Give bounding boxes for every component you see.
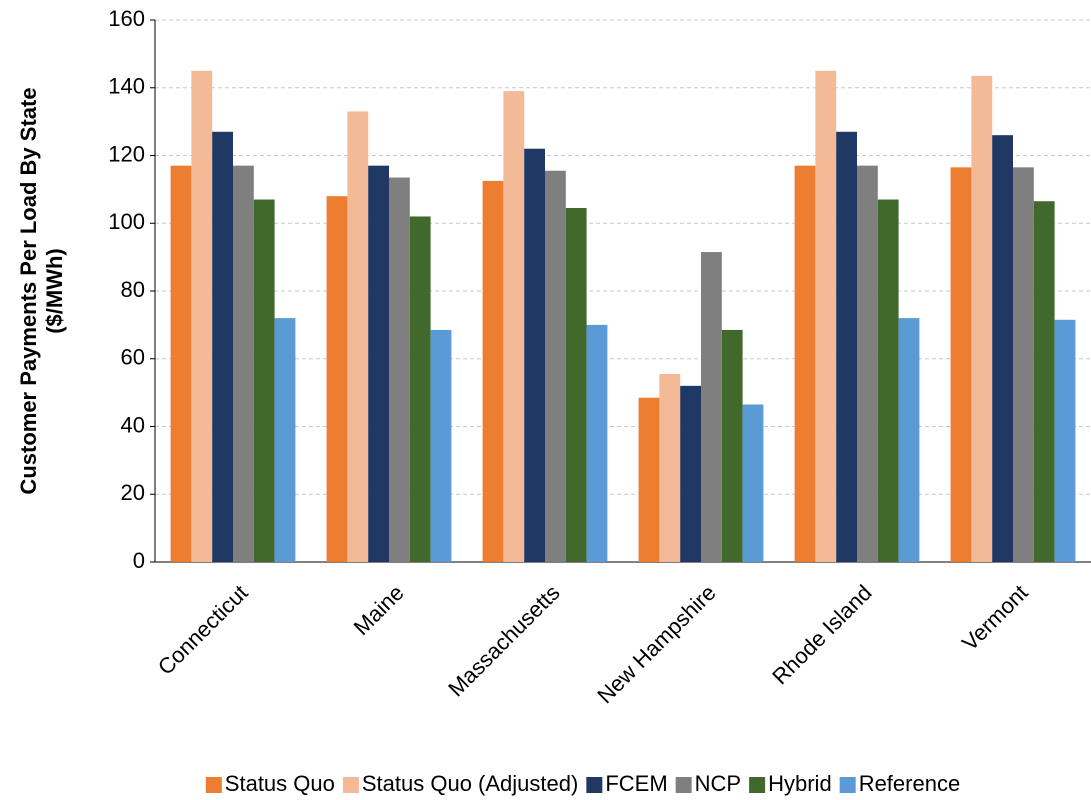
bar <box>794 165 816 562</box>
bar <box>545 170 566 562</box>
bar <box>950 167 972 562</box>
y-tick-label: 20 <box>121 480 145 505</box>
bar <box>1054 319 1076 562</box>
legend-label: NCP <box>695 771 741 796</box>
bar <box>347 111 369 563</box>
y-axis-title-line: ($/MWh) <box>42 248 67 334</box>
bar <box>170 165 192 562</box>
bar <box>212 131 233 562</box>
legend-label: Status Quo (Adjusted) <box>362 771 578 796</box>
bar <box>565 208 587 562</box>
legend-label: FCEM <box>605 771 667 796</box>
bar <box>233 165 254 562</box>
legend-swatch <box>675 777 692 793</box>
bar <box>274 318 296 562</box>
bar <box>659 373 681 562</box>
x-tick-label: Connecticut <box>153 580 253 680</box>
y-tick-label: 0 <box>133 548 145 573</box>
y-tick-label: 160 <box>108 6 145 31</box>
bar <box>389 177 410 563</box>
bar <box>191 70 213 562</box>
bar <box>742 404 764 562</box>
bar <box>877 199 899 562</box>
bar <box>1033 201 1055 562</box>
x-tick-label: Vermont <box>957 580 1033 656</box>
bar <box>680 385 701 562</box>
bar <box>524 148 545 562</box>
y-tick-label: 140 <box>108 74 145 99</box>
bar <box>482 180 504 562</box>
legend-label: Reference <box>859 771 961 796</box>
legend-swatch <box>342 777 359 793</box>
legend-swatch <box>749 777 766 793</box>
bar <box>430 329 452 562</box>
y-tick-label: 100 <box>108 209 145 234</box>
x-tick-label: Rhode Island <box>767 580 876 689</box>
bar <box>253 199 275 562</box>
bar <box>409 216 431 562</box>
y-axis-title-line: Customer Payments Per Load By State <box>16 87 41 494</box>
bar <box>971 75 993 563</box>
bar <box>898 318 920 562</box>
bar <box>836 131 857 562</box>
bar <box>586 324 608 562</box>
y-axis-title: Customer Payments Per Load By State ($/M… <box>16 87 67 494</box>
bar <box>857 165 878 562</box>
bar <box>701 252 722 562</box>
bar <box>368 165 389 562</box>
legend-swatch <box>839 777 856 793</box>
y-tick-label: 60 <box>121 345 145 370</box>
x-tick-label: New Hampshire <box>592 580 720 708</box>
legend-label: Status Quo <box>225 771 335 796</box>
bar <box>721 329 743 562</box>
y-tick-label: 40 <box>121 412 145 437</box>
legend: Status Quo Status Quo (Adjusted) FCEM NCP Hy… <box>205 771 961 796</box>
bar <box>503 91 525 562</box>
legend-swatch <box>586 777 603 793</box>
y-tick-label: 120 <box>108 141 145 166</box>
x-tick-label: Maine <box>349 580 409 640</box>
bar <box>638 397 660 562</box>
legend-swatch <box>205 777 222 793</box>
bar <box>326 196 348 562</box>
bar <box>992 135 1013 563</box>
bar <box>815 70 837 562</box>
legend-label: Hybrid <box>768 771 832 796</box>
y-tick-label: 80 <box>121 277 145 302</box>
bar <box>1013 167 1034 562</box>
x-tick-label: Massachusetts <box>443 580 564 701</box>
